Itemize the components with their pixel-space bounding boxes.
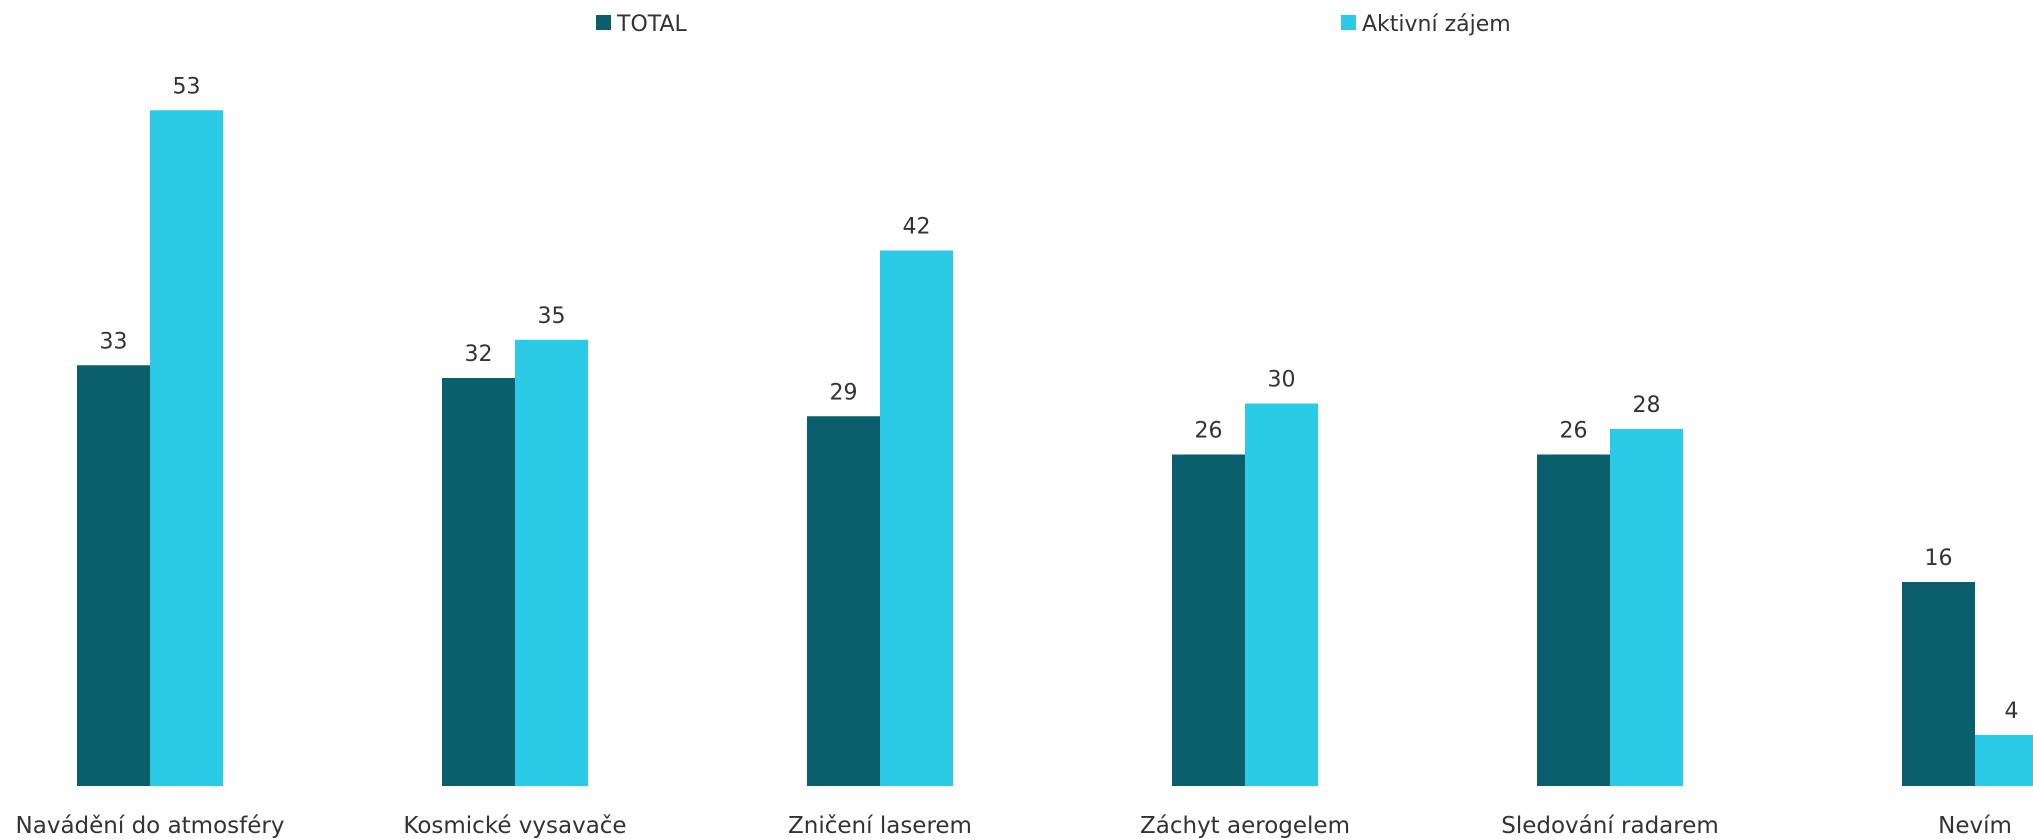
data-label-total-navadeni-do-atmosfery: 33	[100, 329, 128, 354]
bar-aktivni-zajem-kosmicke-vysavace	[515, 339, 588, 786]
bar-aktivni-zajem-zniceni-laserem	[880, 250, 953, 786]
bar-total-navadeni-do-atmosfery	[77, 365, 150, 786]
bar-total-kosmicke-vysavace	[442, 378, 515, 786]
data-label-aktivni-zajem-zachyt-aerogelem: 30	[1268, 368, 1296, 393]
category-label-nevim: Nevím	[1938, 813, 2012, 839]
category-label-kosmicke-vysavace: Kosmické vysavače	[403, 813, 626, 839]
category-label-navadeni-do-atmosfery: Navádění do atmosféry	[16, 813, 285, 839]
legend-swatch-total	[596, 15, 611, 30]
bar-total-zniceni-laserem	[807, 416, 880, 786]
data-label-total-zniceni-laserem: 29	[830, 380, 858, 405]
legend-label-total: TOTAL	[616, 12, 688, 37]
category-label-sledovani-radarem: Sledování radarem	[1501, 813, 1719, 839]
data-label-aktivni-zajem-zniceni-laserem: 42	[903, 215, 931, 240]
legend: TOTAL Aktivní zájem	[596, 12, 1511, 37]
bar-total-nevim	[1902, 582, 1975, 786]
bar-total-sledovani-radarem	[1537, 454, 1610, 786]
bars	[77, 110, 2033, 786]
data-label-total-zachyt-aerogelem: 26	[1195, 419, 1223, 444]
data-label-aktivni-zajem-nevim: 4	[2005, 699, 2019, 724]
data-label-total-sledovani-radarem: 26	[1560, 419, 1588, 444]
data-label-total-nevim: 16	[1925, 546, 1953, 571]
bar-aktivni-zajem-nevim	[1975, 735, 2033, 786]
category-labels: Navádění do atmosféry Kosmické vysavače Zn…	[16, 813, 2012, 839]
data-label-total-kosmicke-vysavace: 32	[465, 342, 493, 367]
legend-item-aktivni-zajem: Aktivní zájem	[1341, 12, 1511, 37]
data-label-aktivni-zajem-navadeni-do-atmosfery: 53	[173, 74, 201, 99]
category-label-zniceni-laserem: Zničení laserem	[788, 813, 972, 839]
bar-labels: 33 53 32 35 29 42 26 30 26 28 16 4	[100, 74, 2019, 724]
category-label-zachyt-aerogelem: Záchyt aerogelem	[1140, 813, 1350, 839]
bar-aktivni-zajem-sledovani-radarem	[1610, 429, 1683, 786]
bar-aktivni-zajem-zachyt-aerogelem	[1245, 403, 1318, 786]
bar-total-zachyt-aerogelem	[1172, 454, 1245, 786]
bar-aktivni-zajem-navadeni-do-atmosfery	[150, 110, 223, 786]
data-label-aktivni-zajem-kosmicke-vysavace: 35	[538, 304, 566, 329]
data-label-aktivni-zajem-sledovani-radarem: 28	[1633, 393, 1661, 418]
legend-swatch-aktivni-zajem	[1341, 15, 1356, 30]
legend-item-total: TOTAL	[596, 12, 688, 37]
legend-label-aktivni-zajem: Aktivní zájem	[1362, 12, 1511, 37]
